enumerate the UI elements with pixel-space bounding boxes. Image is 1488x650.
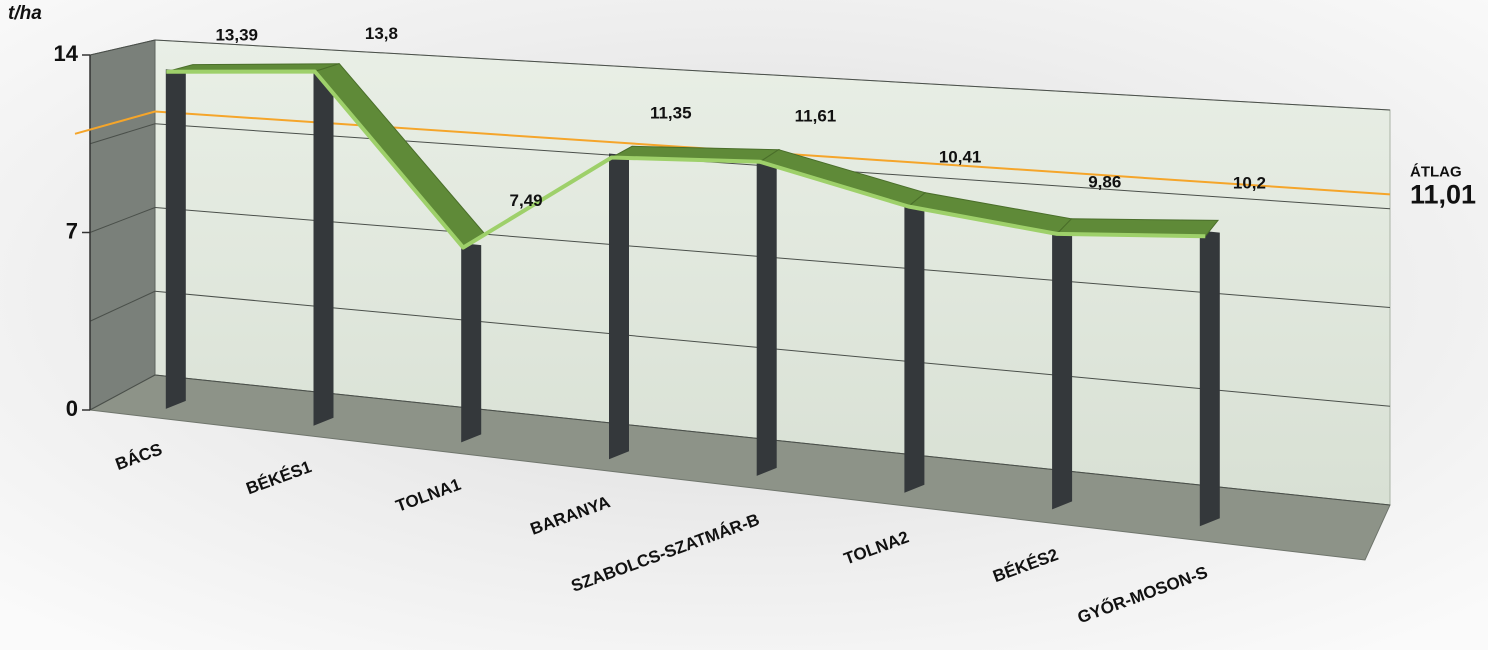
- data-label: 13,39: [215, 26, 258, 45]
- side-grid-line: [89, 374, 156, 411]
- post: [904, 201, 925, 493]
- y-tick-label: 7: [66, 218, 78, 243]
- average-line: [74, 110, 1391, 196]
- post: [1199, 230, 1220, 527]
- side-wall: [89, 39, 156, 411]
- post: [165, 69, 186, 409]
- y-tick-label: 14: [54, 41, 79, 66]
- data-label: 10,2: [1233, 173, 1266, 192]
- grid-line: [154, 39, 1391, 111]
- side-grid-line: [89, 207, 156, 233]
- post: [756, 157, 777, 476]
- data-label: 7,49: [510, 191, 543, 210]
- post: [461, 243, 482, 443]
- side-grid-line: [89, 39, 156, 56]
- data-label: 9,86: [1088, 173, 1121, 192]
- post: [313, 68, 334, 426]
- side-grid-line: [89, 123, 156, 145]
- post: [1052, 228, 1073, 510]
- data-label: 10,41: [939, 148, 982, 167]
- line: [166, 69, 1206, 250]
- data-label: 11,61: [795, 106, 837, 125]
- y-axis-label: t/ha: [8, 3, 42, 24]
- average-value: 11,01: [1410, 179, 1476, 209]
- side-grid-line: [89, 290, 156, 322]
- data-label: 13,8: [365, 24, 398, 43]
- y-tick-label: 0: [66, 396, 78, 421]
- data-label: 11,35: [650, 104, 692, 123]
- post: [609, 153, 629, 460]
- average-label: ÁTLAG: [1410, 163, 1462, 180]
